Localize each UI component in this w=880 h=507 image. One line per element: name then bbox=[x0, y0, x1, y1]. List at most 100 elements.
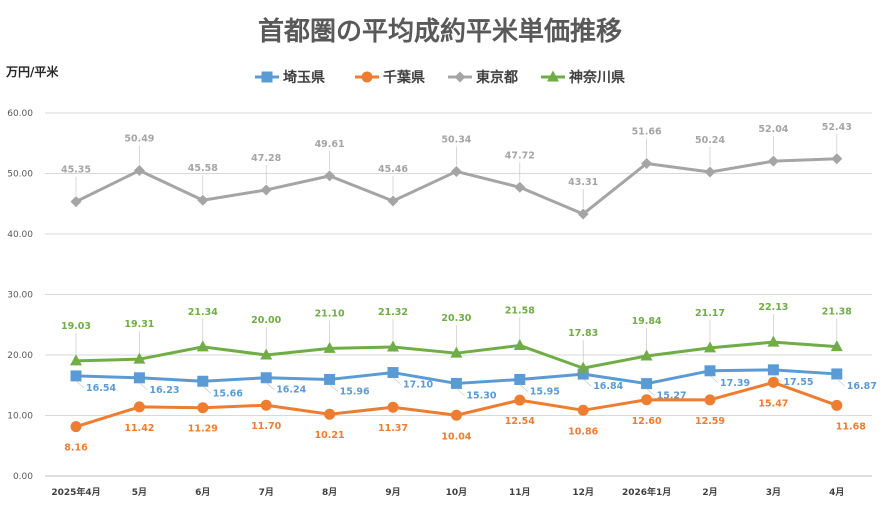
legend-swatch-marker bbox=[261, 71, 273, 83]
data-point bbox=[767, 335, 780, 347]
data-point bbox=[133, 165, 145, 177]
data-point bbox=[197, 375, 209, 387]
data-point bbox=[324, 408, 336, 420]
data-label: 50.24 bbox=[695, 135, 725, 146]
data-point bbox=[450, 377, 462, 389]
label-leader bbox=[583, 378, 592, 387]
data-point bbox=[641, 157, 653, 169]
data-label: 11.68 bbox=[836, 421, 866, 432]
data-point bbox=[387, 340, 399, 352]
data-point bbox=[513, 338, 526, 350]
data-label: 47.28 bbox=[251, 153, 281, 164]
data-label: 16.84 bbox=[593, 381, 623, 392]
data-label: 21.34 bbox=[188, 307, 218, 318]
data-label: 19.03 bbox=[61, 321, 91, 332]
data-point bbox=[514, 394, 526, 406]
data-point bbox=[260, 399, 272, 411]
y-tick-label: 30.00 bbox=[7, 291, 33, 301]
data-label: 15.95 bbox=[530, 387, 560, 398]
data-label: 8.16 bbox=[64, 443, 88, 454]
data-point bbox=[704, 394, 716, 406]
data-point bbox=[450, 409, 462, 421]
data-label: 11.42 bbox=[124, 423, 154, 434]
data-label: 16.23 bbox=[149, 385, 179, 396]
data-label: 21.17 bbox=[695, 308, 725, 319]
label-leader bbox=[139, 382, 148, 391]
legend-swatch-marker bbox=[454, 71, 466, 83]
series-2: 45.35 50.49 45.58 47.28 49.61 45.46 50.34 47.72… bbox=[61, 122, 852, 220]
x-tick-label: 2025年4月 bbox=[51, 486, 100, 498]
data-point bbox=[831, 153, 843, 165]
data-point bbox=[704, 166, 716, 178]
x-tick-label: 11月 bbox=[509, 487, 531, 498]
data-point bbox=[260, 184, 272, 196]
data-label: 15.30 bbox=[466, 390, 496, 401]
data-point bbox=[133, 372, 145, 384]
x-tick-label: 2026年1月 bbox=[622, 486, 671, 498]
data-point bbox=[260, 372, 272, 384]
data-point bbox=[70, 370, 82, 382]
series-3: 19.03 19.31 21.34 20.00 21.10 21.32 20.30 21.58… bbox=[61, 302, 852, 373]
y-tick-label: 50.00 bbox=[7, 170, 33, 180]
data-point bbox=[70, 354, 82, 366]
data-label: 22.13 bbox=[758, 302, 788, 313]
data-label: 15.47 bbox=[758, 398, 788, 409]
data-label: 52.43 bbox=[822, 122, 852, 133]
label-leader bbox=[773, 374, 782, 383]
data-label: 47.72 bbox=[505, 150, 535, 161]
x-tick-label: 7月 bbox=[259, 487, 274, 498]
data-point bbox=[133, 401, 145, 413]
data-label: 16.54 bbox=[86, 383, 116, 394]
data-label: 17.55 bbox=[783, 377, 813, 388]
label-leader bbox=[202, 386, 211, 394]
data-label: 43.31 bbox=[568, 177, 598, 188]
data-point bbox=[197, 194, 209, 206]
data-point bbox=[70, 196, 82, 208]
data-label: 10.04 bbox=[441, 431, 471, 442]
series-0: 16.54 16.23 15.66 16.24 15.96 17.10 15.30 15.95… bbox=[70, 364, 877, 402]
data-point bbox=[196, 340, 209, 352]
legend-swatch-marker bbox=[547, 70, 559, 82]
label-leader bbox=[709, 375, 719, 384]
data-label: 15.27 bbox=[657, 391, 687, 402]
data-point bbox=[450, 165, 462, 177]
data-point bbox=[387, 401, 399, 413]
label-leader bbox=[392, 377, 402, 385]
x-tick-label: 3月 bbox=[766, 487, 781, 498]
data-point bbox=[324, 170, 336, 182]
chart-title: 首都圏の平均成約平米単価推移 bbox=[258, 16, 622, 47]
label-leader bbox=[836, 378, 845, 387]
data-point bbox=[767, 376, 779, 388]
x-tick-label: 4月 bbox=[829, 487, 844, 498]
data-label: 11.29 bbox=[188, 424, 218, 435]
data-label: 16.87 bbox=[847, 381, 877, 392]
data-point bbox=[831, 399, 843, 411]
legend-entry: 神奈川県 bbox=[569, 69, 625, 86]
y-tick-label: 40.00 bbox=[7, 230, 33, 240]
data-label: 10.86 bbox=[568, 426, 598, 437]
legend: 埼玉県 千葉県 東京都 神奈川県 bbox=[255, 69, 625, 86]
label-leader bbox=[519, 384, 528, 392]
data-point bbox=[577, 361, 590, 373]
data-label: 12.54 bbox=[505, 416, 535, 427]
x-tick-label: 8月 bbox=[322, 487, 337, 498]
y-tick-label: 60.00 bbox=[7, 109, 33, 119]
x-tick-label: 9月 bbox=[385, 487, 400, 498]
data-label: 17.10 bbox=[403, 380, 433, 391]
data-label: 50.49 bbox=[124, 134, 154, 145]
data-label: 15.96 bbox=[340, 386, 370, 397]
data-label: 52.04 bbox=[758, 124, 788, 135]
data-label: 45.35 bbox=[61, 165, 91, 176]
data-point bbox=[577, 404, 589, 416]
series-1: 8.16 11.42 11.29 11.70 10.21 11.37 10.04 12.54 1… bbox=[64, 376, 866, 454]
data-point bbox=[641, 394, 653, 406]
gridlines bbox=[45, 112, 872, 477]
data-label: 16.24 bbox=[276, 385, 306, 396]
data-point bbox=[577, 368, 589, 380]
data-label: 19.84 bbox=[632, 316, 662, 327]
data-label: 11.70 bbox=[251, 421, 281, 432]
legend-swatch-marker bbox=[361, 71, 373, 83]
data-label: 17.39 bbox=[720, 378, 750, 389]
x-tick-label: 12月 bbox=[572, 487, 594, 498]
